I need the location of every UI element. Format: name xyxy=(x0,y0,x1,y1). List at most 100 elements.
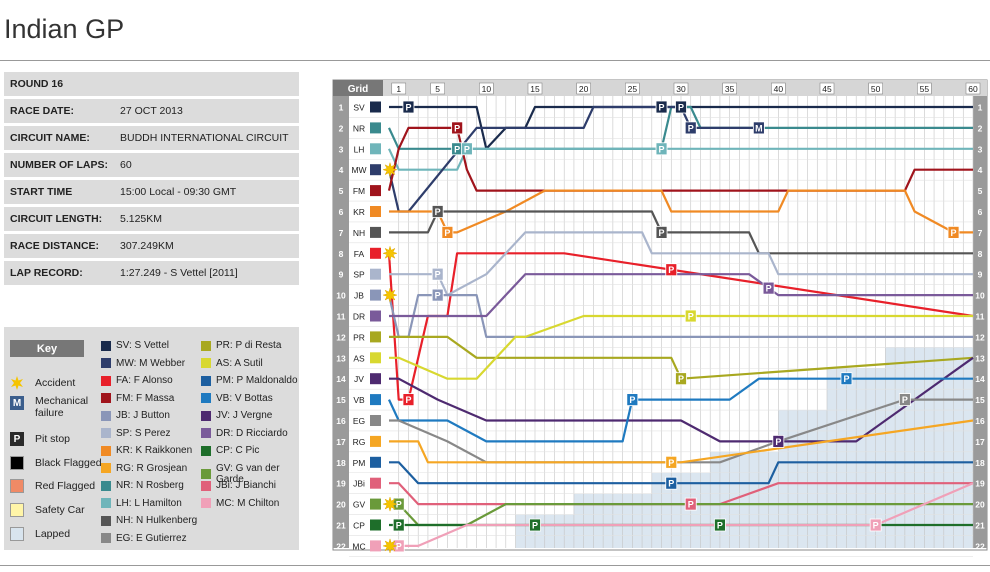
legend-key: Key Accident M Mechanical failure P Pit stop… xyxy=(4,327,299,550)
position-number-right: 19 xyxy=(975,479,985,489)
grid-driver-code: JV xyxy=(354,374,364,384)
legend-driver: CP: C Pic xyxy=(201,445,259,456)
position-number-left: 20 xyxy=(336,500,346,510)
lap-tick-box xyxy=(917,82,932,95)
pit-stop-marker-label: P xyxy=(668,265,674,275)
driver-swatch xyxy=(101,428,111,438)
pit-stop-marker xyxy=(714,518,726,532)
legend-swatch-icon xyxy=(10,527,24,541)
driver-label: RG: R Grosjean xyxy=(116,462,188,474)
position-number-right: 5 xyxy=(978,186,983,196)
pit-stop-marker-label: P xyxy=(843,374,849,384)
lap-tick-box xyxy=(391,82,407,95)
key-symbol-label: Mechanical failure xyxy=(35,395,89,419)
pit-stop-marker-label: P xyxy=(396,541,402,551)
info-row: NUMBER OF LAPS: 60 xyxy=(4,153,299,177)
grid-driver-code: NR xyxy=(353,123,365,133)
position-number-left: 19 xyxy=(336,479,346,489)
position-number-left: 5 xyxy=(339,186,344,196)
info-value: BUDDH INTERNATIONAL CIRCUIT xyxy=(120,132,289,144)
driver-line xyxy=(389,461,973,485)
driver-label: SV: S Vettel xyxy=(116,340,169,351)
driver-swatch xyxy=(101,445,111,456)
grid-driver-swatch xyxy=(370,247,381,259)
lap-tick-box xyxy=(479,82,494,95)
pit-stop-marker xyxy=(529,518,541,532)
key-symbol-label: Accident xyxy=(35,377,76,389)
info-row: CIRCUIT LENGTH: 5.125KM xyxy=(4,207,299,231)
grid-driver-swatch xyxy=(370,435,381,447)
pit-stop-marker xyxy=(402,100,415,114)
lap-tick-box xyxy=(965,82,981,95)
pit-stop-marker-label: P xyxy=(717,521,723,531)
pit-stop-marker-label: P xyxy=(902,395,908,405)
lap-tick-box xyxy=(771,82,786,95)
driver-swatch xyxy=(201,468,211,479)
grid-driver-swatch xyxy=(370,226,381,238)
position-number-right: 13 xyxy=(975,353,985,363)
accident-icon xyxy=(382,161,398,178)
position-number-right: 11 xyxy=(976,312,985,322)
legend-driver: MW: M Webber xyxy=(101,358,185,369)
top-divider xyxy=(0,60,990,61)
position-number-left: 17 xyxy=(336,437,346,447)
lap-tick-label: 5 xyxy=(435,84,440,94)
position-number-right: 14 xyxy=(975,374,985,384)
position-number-right: 8 xyxy=(978,249,983,259)
pit-stop-marker-label: P xyxy=(629,395,635,405)
driver-swatch xyxy=(101,498,111,508)
position-number-right: 9 xyxy=(978,270,983,280)
key-title: Key xyxy=(10,340,84,357)
pit-stop-marker-label: P xyxy=(464,144,470,154)
driver-swatch xyxy=(101,375,111,386)
lap-tick-label: 50 xyxy=(871,84,881,94)
pit-stop-marker-label: P xyxy=(668,458,674,468)
driver-line xyxy=(389,335,974,380)
grid-driver-code: LH xyxy=(354,144,365,154)
driver-label: JV: J Vergne xyxy=(216,410,273,421)
legend-swatch-icon xyxy=(10,456,24,470)
lapped-region xyxy=(515,514,973,548)
driver-swatch xyxy=(201,498,211,508)
driver-line xyxy=(389,314,973,380)
accident-icon xyxy=(382,538,398,554)
driver-swatch xyxy=(101,358,111,368)
driver-swatch xyxy=(201,480,211,491)
lap-tick-label: 25 xyxy=(628,84,638,94)
pit-stop-marker-label: P xyxy=(396,500,402,510)
pit-stop-marker xyxy=(431,205,444,218)
grid-driver-code: FM xyxy=(353,186,365,196)
position-number-left: 21 xyxy=(336,521,346,531)
pit-stop-marker xyxy=(665,455,678,469)
grid-driver-code: MW xyxy=(351,165,366,175)
grid-driver-swatch xyxy=(370,101,381,113)
info-label: START TIME xyxy=(10,186,73,198)
legend-driver: JV: J Vergne xyxy=(201,410,272,421)
grid-driver-swatch xyxy=(370,310,381,322)
driver-swatch xyxy=(201,358,211,368)
position-number-left: 14 xyxy=(336,374,346,384)
driver-label: FA: F Alonso xyxy=(116,375,173,386)
legend-driver: NH: N Hulkenberg xyxy=(101,515,197,526)
legend-driver: AS: A Sutil xyxy=(201,358,263,369)
lap-tick-label: 20 xyxy=(579,84,589,94)
pit-stop-marker-label: P xyxy=(454,144,460,154)
driver-swatch xyxy=(201,410,211,421)
grid-driver-swatch xyxy=(370,540,381,552)
pit-stop-marker xyxy=(665,263,678,277)
grid-driver-swatch xyxy=(370,289,381,301)
legend-driver: JBi: J Bianchi xyxy=(201,480,276,491)
grid-driver-swatch xyxy=(370,206,381,217)
driver-swatch xyxy=(101,480,111,491)
info-label: RACE DISTANCE: xyxy=(10,240,100,252)
info-value: 27 OCT 2013 xyxy=(120,105,183,117)
driver-label: KR: K Raikkonen xyxy=(116,445,193,456)
driver-label: PR: P di Resta xyxy=(216,340,282,351)
lap-tick-label: 55 xyxy=(920,84,930,94)
pit-stop-marker-label: P xyxy=(454,123,460,133)
grid-driver-code: EG xyxy=(353,416,365,426)
pit-stop-marker-label: P xyxy=(659,144,665,154)
position-number-right: 6 xyxy=(978,207,983,217)
lap-tick-label: 15 xyxy=(530,84,540,94)
pit-stop-marker-label: P xyxy=(659,103,665,113)
